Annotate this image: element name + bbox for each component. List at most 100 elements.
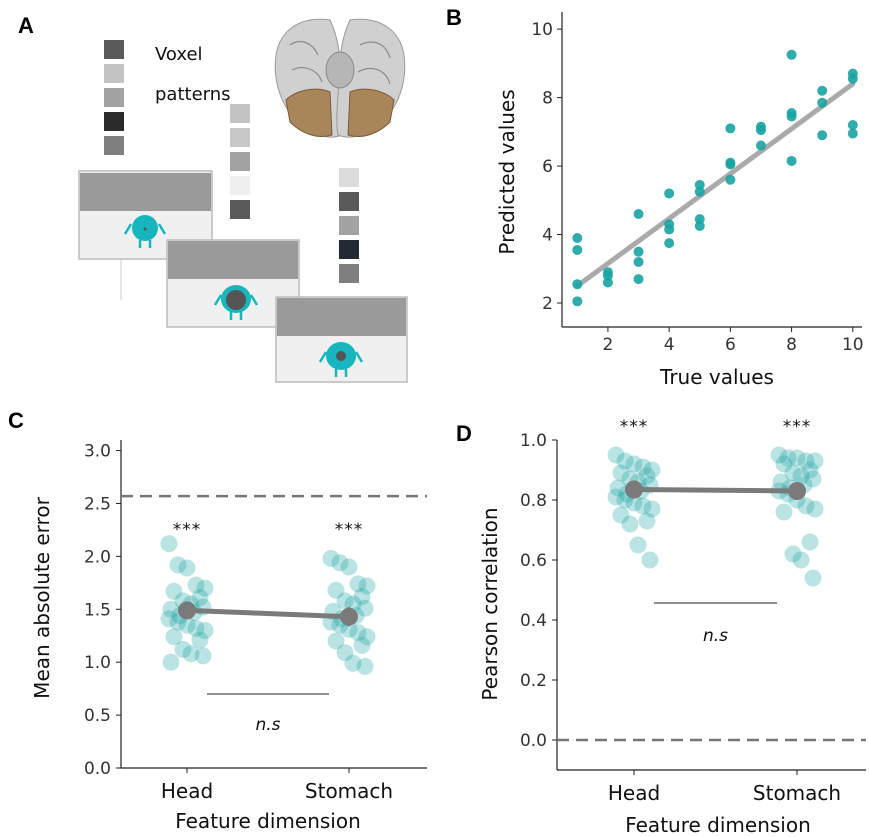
chart-d-point	[629, 536, 647, 554]
chart-d-ytick-label: 0.0	[520, 731, 547, 751]
chart-b-xtick-label: 10	[842, 335, 864, 355]
chart-d-point	[784, 545, 802, 563]
chart-c-point	[349, 575, 367, 593]
chart-c-point	[336, 592, 354, 610]
chart-b-point	[786, 155, 797, 166]
chart-c-significance: ***	[173, 520, 202, 540]
chart-c-point	[356, 657, 374, 675]
chart-b-point	[633, 256, 644, 267]
chart-b-point	[817, 97, 828, 108]
chart-d-xtick-label: Head	[608, 781, 660, 805]
chart-d-point	[634, 497, 652, 515]
stimulus-screen-2	[166, 239, 300, 328]
stimulus-screen-3	[275, 296, 408, 383]
chart-b-predicted-vs-true: True values Predicted values 2 4 6 8 10 2 4 6 8 1…	[495, 12, 864, 389]
chart-d-point	[779, 449, 797, 467]
chart-d-ytick-label: 0.8	[520, 491, 547, 511]
chart-c-point	[162, 600, 180, 618]
chart-b-xlabel: True values	[659, 365, 774, 389]
chart-b-point	[664, 224, 675, 235]
chart-b-point	[694, 220, 705, 231]
chart-d-point	[806, 500, 824, 518]
chart-c-point	[169, 556, 187, 574]
chart-d-ytick-label: 0.6	[520, 551, 547, 571]
chart-d-xtick-label: Stomach	[753, 781, 841, 805]
chart-c-point	[174, 640, 192, 658]
chart-c-mean-marker	[178, 601, 196, 620]
chart-d-point	[784, 464, 802, 482]
chart-d-pearson-correlation: Feature dimension Pearson correlation 0.…	[478, 417, 866, 837]
illustration-voxel-patterns: Voxel patterns	[78, 18, 408, 383]
chart-d-point	[641, 551, 659, 569]
voxel-swatch	[104, 40, 124, 59]
chart-b-point	[633, 274, 644, 285]
chart-b-ylabel: Predicted values	[495, 89, 519, 254]
chart-c-xtick-label: Stomach	[305, 779, 393, 803]
chart-d-xlabel: Feature dimension	[625, 813, 811, 837]
voxel-swatch	[339, 192, 359, 211]
chart-c-point	[344, 654, 362, 672]
patterns-label: patterns	[155, 84, 231, 105]
chart-b-point	[572, 244, 583, 255]
chart-c-point	[353, 636, 371, 654]
chart-b-point	[694, 186, 705, 197]
voxel-swatch	[104, 88, 124, 107]
chart-b-point	[602, 270, 613, 281]
chart-c-xlabel: Feature dimension	[175, 809, 361, 833]
chart-c-point	[358, 577, 376, 595]
chart-c-point	[322, 550, 340, 568]
chart-d-point	[806, 452, 824, 470]
chart-b-point	[817, 130, 828, 141]
chart-d-point	[792, 467, 810, 485]
chart-d-comparison-label: n.s	[703, 626, 728, 646]
chart-d-point	[775, 455, 793, 473]
chart-b-xtick-label: 2	[603, 335, 614, 355]
chart-b-fit-line	[574, 81, 856, 289]
voxel-swatch	[339, 240, 359, 259]
chart-c-point	[196, 621, 214, 639]
chart-c-ylabel: Mean absolute error	[30, 496, 54, 698]
chart-b-point	[847, 128, 858, 139]
chart-b-xtick-label: 8	[786, 335, 797, 355]
chart-d-mean-marker	[625, 480, 643, 499]
chart-b-point	[633, 209, 644, 220]
chart-c-mean-line	[186, 607, 350, 620]
voxel-swatch	[230, 128, 250, 147]
voxel-swatch	[230, 104, 250, 123]
chart-d-significance: ***	[783, 417, 812, 437]
chart-c-point	[160, 610, 178, 628]
chart-d-point	[797, 497, 815, 515]
voxel-pattern-swatches	[104, 40, 359, 283]
chart-b-point	[786, 49, 797, 60]
chart-c-significance: ***	[335, 520, 364, 540]
chart-b-point	[602, 277, 613, 288]
chart-b-ytick-label: 2	[542, 294, 553, 314]
chart-d-point	[643, 500, 661, 518]
chart-b-point	[664, 188, 675, 199]
chart-c-ytick-label: 3.0	[84, 442, 111, 462]
chart-c-point	[196, 579, 214, 597]
chart-b-ytick-label: 10	[531, 20, 553, 40]
panel-label-c: C	[8, 408, 24, 433]
chart-b-point	[847, 119, 858, 130]
chart-c-mean-absolute-error: Feature dimension Mean absolute error 0.…	[30, 440, 427, 833]
chart-b-point	[633, 246, 644, 257]
chart-c-point	[340, 558, 358, 576]
chart-d-point	[607, 446, 625, 464]
chart-c-ytick-label: 2.0	[84, 547, 111, 567]
chart-c-mean-marker	[340, 607, 358, 626]
voxel-swatch	[230, 200, 250, 219]
chart-c-point	[349, 624, 367, 642]
chart-b-ytick-label: 8	[542, 89, 553, 109]
chart-b-ytick-label: 4	[542, 226, 553, 246]
chart-d-point	[634, 458, 652, 476]
panel-label-d: D	[456, 421, 472, 446]
chart-d-point	[801, 533, 819, 551]
chart-d-point	[775, 503, 793, 521]
chart-c-point	[165, 582, 183, 600]
chart-d-ytick-label: 1.0	[520, 431, 547, 451]
chart-b-point	[725, 159, 736, 170]
chart-c-ytick-label: 0.0	[84, 759, 111, 779]
chart-b-ytick-label: 6	[542, 157, 553, 177]
